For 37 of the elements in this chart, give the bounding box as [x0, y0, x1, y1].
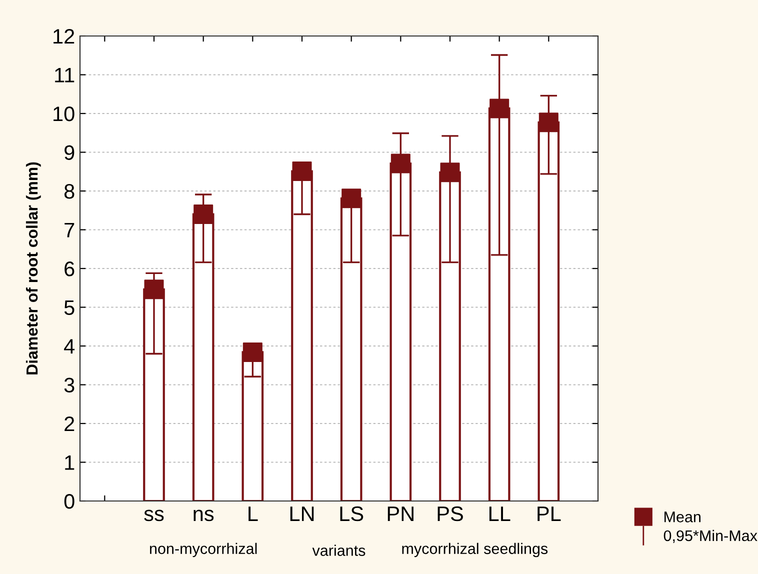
y-tick-label: 0 — [64, 494, 74, 509]
point — [390, 154, 410, 174]
text: mycorrhizal seedlings — [402, 542, 548, 558]
x-tick-label: PS — [438, 506, 463, 522]
y-tick-label: 9 — [64, 145, 74, 160]
x-tick-label: L — [248, 506, 258, 521]
point — [144, 280, 164, 300]
y-tick-label: 7 — [64, 222, 74, 238]
y-tick-label: 3 — [64, 378, 74, 393]
x-tick-label: LN — [290, 506, 314, 521]
x-tick-label: PN — [388, 506, 414, 521]
point — [292, 161, 312, 181]
x-tick-label: PL — [538, 506, 561, 521]
y-tick-label: 8 — [64, 184, 74, 199]
point — [242, 342, 262, 362]
legend-label: Mean — [664, 512, 700, 522]
point — [194, 204, 214, 224]
y-tick-label: 5 — [64, 300, 74, 316]
x-tick-label: LS — [340, 506, 364, 522]
y-tick-label: 10 — [54, 106, 74, 122]
y-tick-label: 11 — [55, 68, 74, 82]
y-tick-label: 1 — [65, 455, 74, 470]
x-tick-label: LL — [489, 506, 510, 521]
y-axis-title: Diameter of root collar (mm) — [26, 162, 41, 374]
text: 0,95*Min-Max — [664, 530, 758, 543]
y-tick-label: 6 — [64, 262, 74, 276]
y-tick-label: 2 — [64, 416, 74, 432]
y-tick-label: 12 — [54, 29, 74, 44]
x-axis-title: variants — [312, 544, 366, 556]
point — [342, 188, 362, 208]
point — [538, 112, 558, 132]
y-tick-label: 4 — [64, 339, 75, 354]
text: non-mycorrhizal — [150, 542, 257, 558]
point — [440, 162, 460, 182]
point — [490, 98, 510, 118]
x-tick-label: ns — [194, 510, 214, 522]
x-tick-label: ss — [144, 510, 164, 522]
